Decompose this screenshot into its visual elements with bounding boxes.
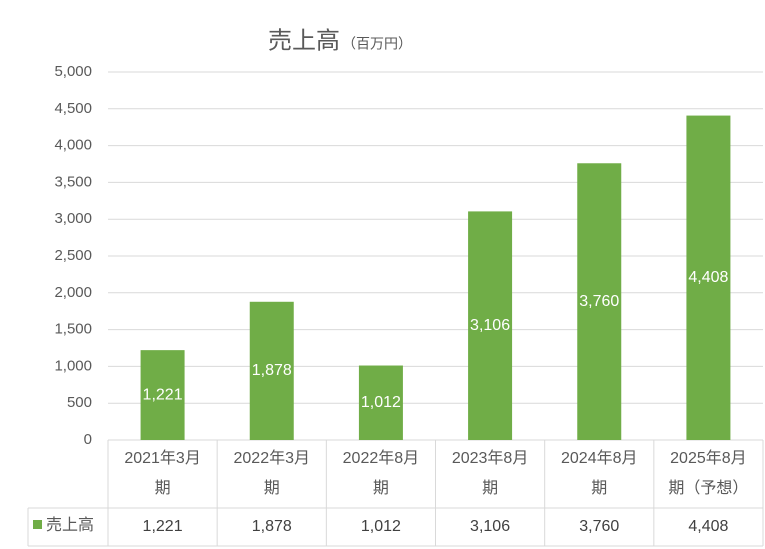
chart-title: 売上高 <box>268 27 340 54</box>
legend-label: 売上高 <box>46 516 94 534</box>
y-tick-label: 3,500 <box>54 173 92 190</box>
y-tick-label: 2,500 <box>54 247 92 264</box>
table-value: 3,760 <box>579 518 619 535</box>
y-tick-label: 1,000 <box>54 357 92 374</box>
x-tick-label: 2022年8月期 <box>342 450 420 497</box>
data-label: 3,760 <box>579 293 619 310</box>
legend-key <box>33 520 42 529</box>
table-value: 1,012 <box>361 518 401 535</box>
y-tick-label: 4,500 <box>54 100 92 117</box>
table-value: 1,878 <box>252 518 292 535</box>
bar <box>686 115 731 440</box>
data-label: 1,221 <box>143 386 183 403</box>
x-tick-label: 2024年8月期 <box>561 450 638 497</box>
data-label: 3,106 <box>470 317 510 334</box>
x-tick-label: 2023年8月期 <box>451 450 529 497</box>
bar <box>468 211 513 440</box>
bar <box>140 350 185 440</box>
y-tick-label: 1,500 <box>54 321 92 338</box>
x-tick-label: 2022年3月期 <box>233 450 311 497</box>
table-value: 3,106 <box>470 518 510 535</box>
data-label: 1,012 <box>361 394 401 411</box>
y-tick-label: 3,000 <box>54 210 92 227</box>
chart-subtitle: （百万円） <box>342 36 412 52</box>
y-tick-label: 5,000 <box>54 63 92 80</box>
bar <box>577 163 622 440</box>
y-tick-label: 500 <box>67 394 92 411</box>
table-value: 4,408 <box>688 518 728 535</box>
data-label: 1,878 <box>252 362 292 379</box>
x-tick-label: 2025年8月期（予想） <box>668 450 749 497</box>
data-label: 4,408 <box>688 269 728 286</box>
bar <box>358 365 403 440</box>
table-value: 1,221 <box>143 518 183 535</box>
y-tick-label: 2,000 <box>54 284 92 301</box>
y-tick-label: 4,000 <box>54 137 92 154</box>
y-tick-label: 0 <box>84 431 92 448</box>
bar <box>249 301 294 440</box>
x-tick-label: 2021年3月期 <box>124 450 201 497</box>
